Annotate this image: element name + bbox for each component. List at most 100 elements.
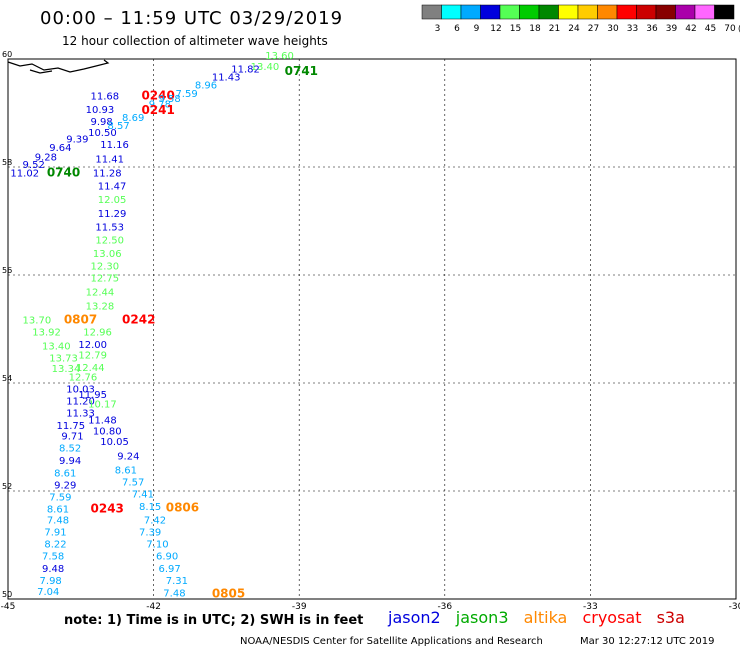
wave-height-label: 12.75 (91, 273, 120, 284)
wave-height-label: 11.68 (91, 92, 120, 103)
wave-height-label: 13.92 (32, 327, 61, 338)
wave-height-label: 12.50 (95, 236, 124, 247)
colorbar-tick-label: 6 (454, 24, 460, 34)
colorbar-tick-label: 39 (666, 24, 678, 34)
wave-height-label: 11.43 (212, 73, 241, 84)
legend-s3a: s3a (656, 608, 685, 627)
wave-height-label: 9.64 (49, 143, 71, 154)
wave-height-label: 12.05 (98, 195, 127, 206)
pass-time-label: 0240 (141, 89, 174, 103)
wave-height-label: 7.48 (163, 588, 185, 599)
wave-height-label: 13.70 (23, 316, 52, 327)
wave-height-label: 12.30 (91, 262, 120, 273)
footer-note: note: 1) Time is in UTC; 2) SWH is in fe… (64, 613, 364, 628)
wave-height-label: 9.71 (61, 432, 83, 443)
wave-height-label: 7.57 (122, 478, 144, 489)
wave-height-label: 7.48 (47, 515, 69, 526)
wave-height-label: 8.61 (47, 505, 69, 516)
satellite-legend: jason2 jason3 altika cryosat s3a (388, 608, 695, 627)
wave-height-label: 9.98 (91, 117, 113, 128)
wave-height-label: 11.53 (95, 223, 124, 234)
colorbar-tick-label: 42 (685, 24, 696, 34)
x-tick-label: -30 (729, 602, 740, 612)
credit-text: NOAA/NESDIS Center for Satellite Applica… (240, 636, 543, 647)
colorbar-tick-label: 12 (490, 24, 501, 34)
wave-height-label: 12.76 (69, 372, 98, 383)
wave-height-label: 8.61 (54, 468, 76, 479)
y-tick-label: 60 (2, 50, 12, 59)
wave-height-label: 8.96 (195, 81, 217, 92)
wave-height-label: 11.48 (88, 416, 117, 427)
page-subtitle: 12 hour collection of altimeter wave hei… (62, 34, 328, 48)
wave-height-label: 11.33 (66, 408, 95, 419)
wave-height-label: 12.00 (78, 340, 107, 351)
wave-height-label: 9.48 (42, 564, 64, 575)
wave-height-label: 11.29 (98, 209, 127, 220)
wave-height-label: 11.41 (95, 155, 124, 166)
pass-time-label: 0740 (47, 166, 80, 180)
wave-height-label: 7.59 (49, 493, 71, 504)
wave-height-label: 7.31 (166, 576, 188, 587)
wave-height-label: 9.78 (149, 100, 171, 111)
pass-time-label: 0243 (91, 502, 124, 516)
colorbar-tick-label: 36 (646, 24, 658, 34)
colorbar-tick-label: 3 (435, 24, 441, 34)
wave-height-label: 8.61 (115, 466, 137, 477)
pass-time-label: 0806 (166, 501, 199, 515)
wave-height-label: 13.40 (42, 342, 71, 353)
wave-height-label: 13.73 (49, 353, 78, 364)
wave-height-label: 13.06 (93, 249, 122, 260)
wave-height-label: 7.58 (42, 552, 64, 563)
wave-height-label: 11.75 (57, 421, 86, 432)
legend-altika: altika (523, 608, 568, 627)
page-title: 00:00 – 11:59 UTC 03/29/2019 (40, 8, 344, 29)
wave-height-label: 10.93 (86, 105, 115, 116)
colorbar-tick-label: 9 (474, 24, 480, 34)
wave-height-label: 7.41 (132, 489, 154, 500)
wave-height-label: 12.44 (86, 288, 115, 299)
wave-height-label: 13.40 (251, 62, 280, 73)
y-tick-label: 58 (2, 158, 12, 167)
wave-height-label: 9.52 (23, 160, 45, 171)
colorbar-swatch (714, 4, 735, 20)
wave-height-label: 8.52 (59, 444, 81, 455)
wave-height-label: 12.96 (83, 327, 112, 338)
wave-height-label: 11.28 (93, 169, 122, 180)
wave-height-label: 10.05 (100, 437, 129, 448)
wave-height-label: 7.39 (139, 527, 161, 538)
wave-height-label: 7.59 (175, 89, 197, 100)
wave-height-label: 8.22 (44, 540, 66, 551)
wave-height-label: 11.47 (98, 182, 127, 193)
x-tick-label: -45 (1, 602, 16, 612)
wave-height-label: 7.10 (146, 540, 168, 551)
x-tick-label: -33 (583, 602, 598, 612)
colorbar-tick-label: 30 (607, 24, 619, 34)
credit-timestamp: Mar 30 12:27:12 UTC 2019 (580, 636, 715, 647)
y-tick-label: 54 (2, 374, 12, 383)
wave-height-label: 7.91 (44, 527, 66, 538)
wave-height-label: 9.39 (66, 135, 88, 146)
legend-cryosat: cryosat (582, 608, 642, 627)
pass-time-label: 0807 (64, 313, 97, 327)
wave-height-label: 11.20 (66, 397, 95, 408)
colorbar-tick-label: 33 (627, 24, 638, 34)
wave-height-label: 10.03 (66, 385, 95, 396)
wave-height-label: 9.94 (59, 456, 81, 467)
y-tick-label: 50 (2, 590, 12, 599)
colorbar-tick-label: 18 (529, 24, 541, 34)
colorbar-tick-label: 27 (588, 24, 599, 34)
x-tick-label: -39 (292, 602, 307, 612)
wave-height-label: 9.24 (117, 452, 139, 463)
wave-height-label: 9.28 (35, 153, 57, 164)
wave-height-label: 10.50 (88, 128, 117, 139)
pass-time-label: 0241 (141, 103, 174, 117)
colorbar-tick-label: 45 (705, 24, 716, 34)
pass-time-label: 0242 (122, 313, 155, 327)
wave-height-label: 6.90 (156, 552, 178, 563)
wave-height-label: 13.28 (86, 302, 115, 313)
wave-height-label: 12.44 (76, 363, 105, 374)
wave-height-label: 7.42 (144, 515, 166, 526)
wave-height-label: 8.69 (122, 113, 144, 124)
